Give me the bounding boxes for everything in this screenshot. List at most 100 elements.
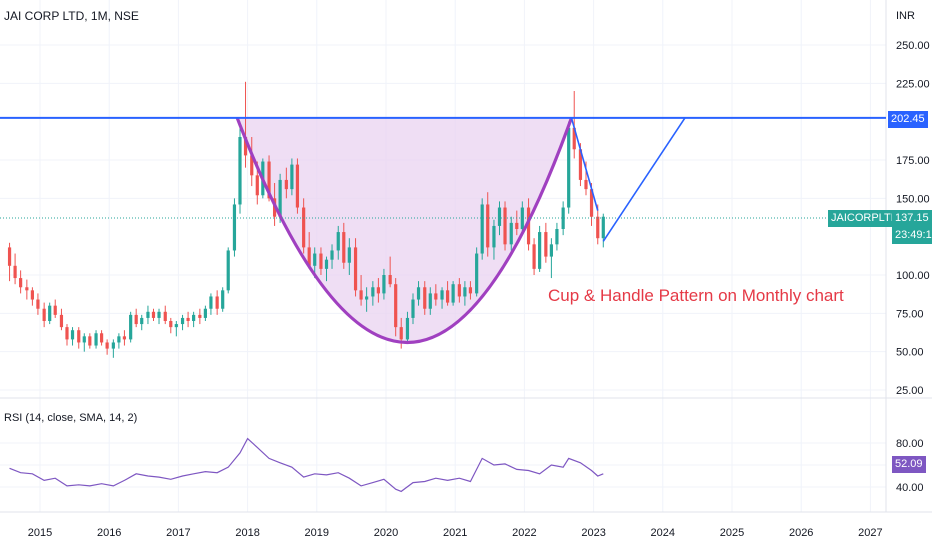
candle-body [117, 336, 121, 343]
candle-body [111, 342, 115, 349]
candle-body [13, 265, 17, 279]
time-tick-label: 2024 [651, 527, 675, 539]
candle-body [365, 296, 369, 300]
candle-body [353, 247, 358, 291]
price-tick-label: 175.00 [896, 155, 930, 167]
candle-body [324, 259, 329, 269]
candle-body [198, 314, 202, 318]
candle-body [226, 250, 230, 291]
time-tick-label: 2019 [305, 527, 329, 539]
candle-body [549, 244, 553, 257]
projection-line [602, 117, 686, 242]
candle-body [151, 311, 156, 318]
candle-body [342, 232, 346, 263]
candle-body [376, 287, 380, 294]
candle-body [440, 290, 444, 300]
candle-body [59, 314, 64, 328]
candle-body [278, 179, 282, 217]
candle-body [215, 296, 219, 309]
bar-countdown-tag: 23:49:13 [892, 227, 932, 244]
candle-body [250, 155, 254, 176]
candle-body [42, 308, 46, 321]
candle-body [526, 207, 531, 245]
candle-body [480, 204, 484, 254]
candle-body [146, 311, 150, 318]
candle-body [77, 330, 81, 343]
candle-body [319, 253, 323, 269]
rsi-tick-label: 80.00 [896, 438, 924, 450]
handle-line [570, 117, 599, 211]
time-tick-label: 2021 [443, 527, 467, 539]
candle-body [515, 222, 519, 229]
candle-body [192, 314, 196, 321]
candle-body [232, 204, 237, 251]
cup-curve [235, 117, 573, 345]
candle-body [284, 179, 288, 190]
candle-body [423, 287, 427, 309]
candle-body [578, 149, 583, 180]
candle-body [30, 290, 34, 300]
candle-body [203, 308, 207, 318]
rsi-indicator-label[interactable]: RSI (14, close, SMA, 14, 2) [4, 412, 138, 424]
pattern-annotation: Cup & Handle Pattern on Monthly chart [548, 286, 844, 305]
price-tick-label: 225.00 [896, 78, 930, 90]
candle-body [243, 137, 248, 156]
time-tick-label: 2026 [789, 527, 813, 539]
candle-body [359, 290, 363, 300]
candle-body [82, 336, 86, 343]
candle-body [330, 250, 334, 260]
candle-body [255, 175, 259, 196]
candle-body [457, 284, 461, 297]
candle-body [186, 317, 190, 321]
candle-body [572, 127, 576, 150]
candle-body [555, 229, 559, 245]
candle-body [503, 207, 507, 245]
candle-body [475, 253, 479, 294]
candle-body [371, 287, 375, 297]
candle-body [157, 311, 161, 318]
price-tick-label: 150.00 [896, 193, 930, 205]
candle-body [347, 247, 351, 263]
time-tick-label: 2020 [374, 527, 398, 539]
currency-label: INR [896, 10, 915, 22]
resistance-price-tag: 202.45 [888, 111, 928, 128]
candle-body [105, 342, 109, 349]
candle-body [497, 207, 502, 226]
candle-body [567, 127, 571, 208]
candle-body [295, 164, 300, 208]
candle-body [209, 296, 213, 309]
last-price-tag: 137.15 [892, 210, 932, 227]
candle-body [99, 333, 104, 343]
candle-body [544, 232, 548, 257]
symbol-price-tag: JAICORPLTD [828, 210, 902, 227]
price-tick-label: 50.00 [896, 347, 924, 359]
candle-body [405, 317, 410, 340]
time-tick-label: 2022 [512, 527, 536, 539]
candle-body [70, 330, 75, 340]
time-tick-label: 2018 [235, 527, 259, 539]
candle-body [486, 204, 490, 248]
candle-body [134, 314, 138, 325]
candle-body [19, 278, 23, 288]
candle-body [48, 305, 52, 321]
candle-body [7, 247, 12, 266]
time-tick-label: 2023 [581, 527, 605, 539]
candle-body [428, 293, 432, 309]
candle-body [434, 293, 438, 300]
rsi-value-tag: 52.09 [892, 456, 926, 473]
candle-body [584, 179, 588, 190]
candle-body [388, 275, 392, 285]
candle-body [468, 287, 473, 294]
candle-body [65, 327, 69, 340]
candle-body [399, 327, 403, 340]
candle-body [411, 299, 415, 318]
symbol-title: JAI CORP LTD, 1M, NSE [4, 9, 139, 23]
candle-body [122, 336, 127, 340]
candle-body [589, 189, 594, 217]
candle-body [302, 207, 306, 248]
candle-body [492, 225, 496, 248]
rsi-tick-label: 40.00 [896, 482, 924, 494]
candle-body [601, 216, 605, 239]
